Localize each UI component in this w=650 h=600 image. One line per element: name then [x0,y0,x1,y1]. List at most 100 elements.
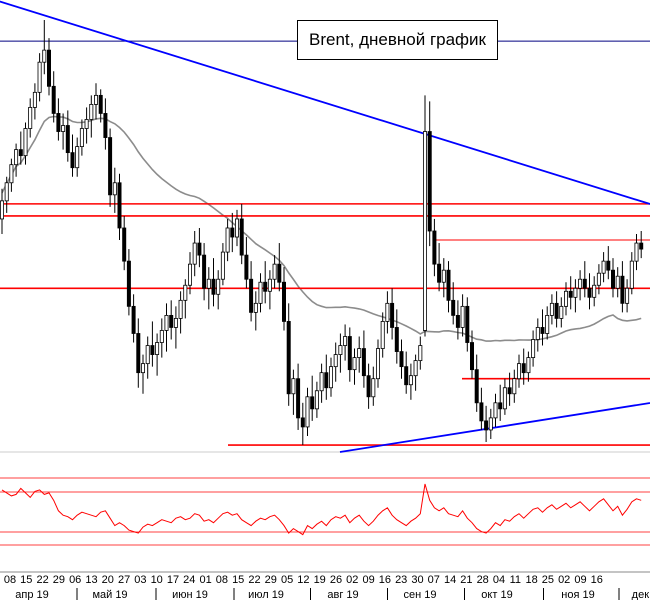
candle-body [37,61,42,93]
candle-body [620,275,625,304]
candle-body [535,327,540,340]
candle-body [639,242,644,250]
candle-body [56,113,61,132]
candle-body [361,348,366,377]
candle-body [155,342,160,355]
candle-body [441,269,446,283]
candle-body [211,278,216,295]
candle-body [371,378,376,398]
x-tick-label: 28 [477,574,489,586]
candle-body [187,263,192,286]
candle-body [291,378,296,395]
x-month-label: ноя 19 [561,589,594,600]
candle-body [531,339,536,358]
x-month-label: июн 19 [172,589,208,600]
x-month-label: авг 19 [327,589,358,600]
x-tick-label: 19 [314,574,326,586]
candle-body [629,260,634,289]
candle-body [281,281,286,322]
candle-body [507,387,512,395]
candle-body [343,336,348,346]
x-tick-label: 15 [232,574,244,586]
candle-body [512,378,517,395]
candle-body [469,342,474,371]
candle-body [385,302,390,322]
candle-body [108,137,113,196]
x-tick-label: 09 [574,574,586,586]
candle-body [145,345,150,365]
x-axis: 08 15 22 29 06 13 20 27 03 10 17 24 01 08 15 22 29 05 12 19… [0,571,650,600]
trendline-7 [0,0,650,205]
candle-body [94,94,99,105]
x-tick-label: 07 [428,574,440,586]
candle-body [479,402,484,422]
candle-body [517,363,522,380]
candle-body [159,330,164,343]
candle-body [549,302,554,316]
x-tick-label: 13 [85,574,97,586]
x-tick-label: 30 [411,574,423,586]
candle-body [140,363,145,374]
candle-body [357,348,362,358]
indicator-line [1,483,642,536]
candle-body [112,182,117,196]
candle-body [244,254,249,280]
candle-body [399,351,404,368]
candle-body [310,396,315,410]
candle-body [84,119,89,129]
candle-body [437,263,442,283]
candle-body [230,227,235,238]
candle-body [202,254,207,289]
x-tick-label: 02 [346,574,358,586]
x-month-label: дек 19 [632,589,650,600]
x-tick-label: 21 [460,574,472,586]
candle-body [625,287,630,304]
candle-body [234,218,239,238]
x-tick-label: 01 [199,574,211,586]
x-month-label: окт 19 [481,589,512,600]
candle-body [564,290,569,307]
candle-body [258,281,263,304]
x-tick-label: 23 [395,574,407,586]
candle-body [394,327,399,352]
x-tick-label: 15 [20,574,32,586]
candle-body [380,321,385,349]
candle-body [28,107,33,129]
candle-body [51,85,56,114]
candle-body [601,260,606,274]
candle-body [220,251,225,280]
candle-body [70,152,75,169]
x-tick-label: 11 [510,574,521,586]
candle-body [568,290,573,298]
x-tick-label: 03 [134,574,146,586]
moving-average-line [1,115,642,342]
candle-body [263,281,268,292]
x-tick-label: 29 [53,574,65,586]
candle-body [324,372,329,389]
x-tick-label: 02 [558,574,570,586]
candle-body [526,357,531,374]
candle-body [216,278,221,295]
x-tick-label: 16 [591,574,603,586]
candle-body [366,375,371,398]
candle-body [183,284,188,301]
x-tick-label: 17 [167,574,179,586]
candle-body [136,333,141,374]
candle-body [117,182,122,229]
candle-body [587,287,592,298]
candle-body [352,357,357,371]
candle-body [502,387,507,410]
candle-body [286,321,291,395]
x-tick-label: 26 [330,574,342,586]
candle-body [615,275,620,289]
candle-body [192,242,197,265]
candle-body [460,305,465,328]
candle-body [413,360,418,377]
x-tick-label: 16 [379,574,391,586]
candle-body [131,305,136,334]
candle-body [427,131,432,232]
trendline-8 [339,402,650,453]
candle-body [169,314,174,328]
candle-body [4,182,9,202]
